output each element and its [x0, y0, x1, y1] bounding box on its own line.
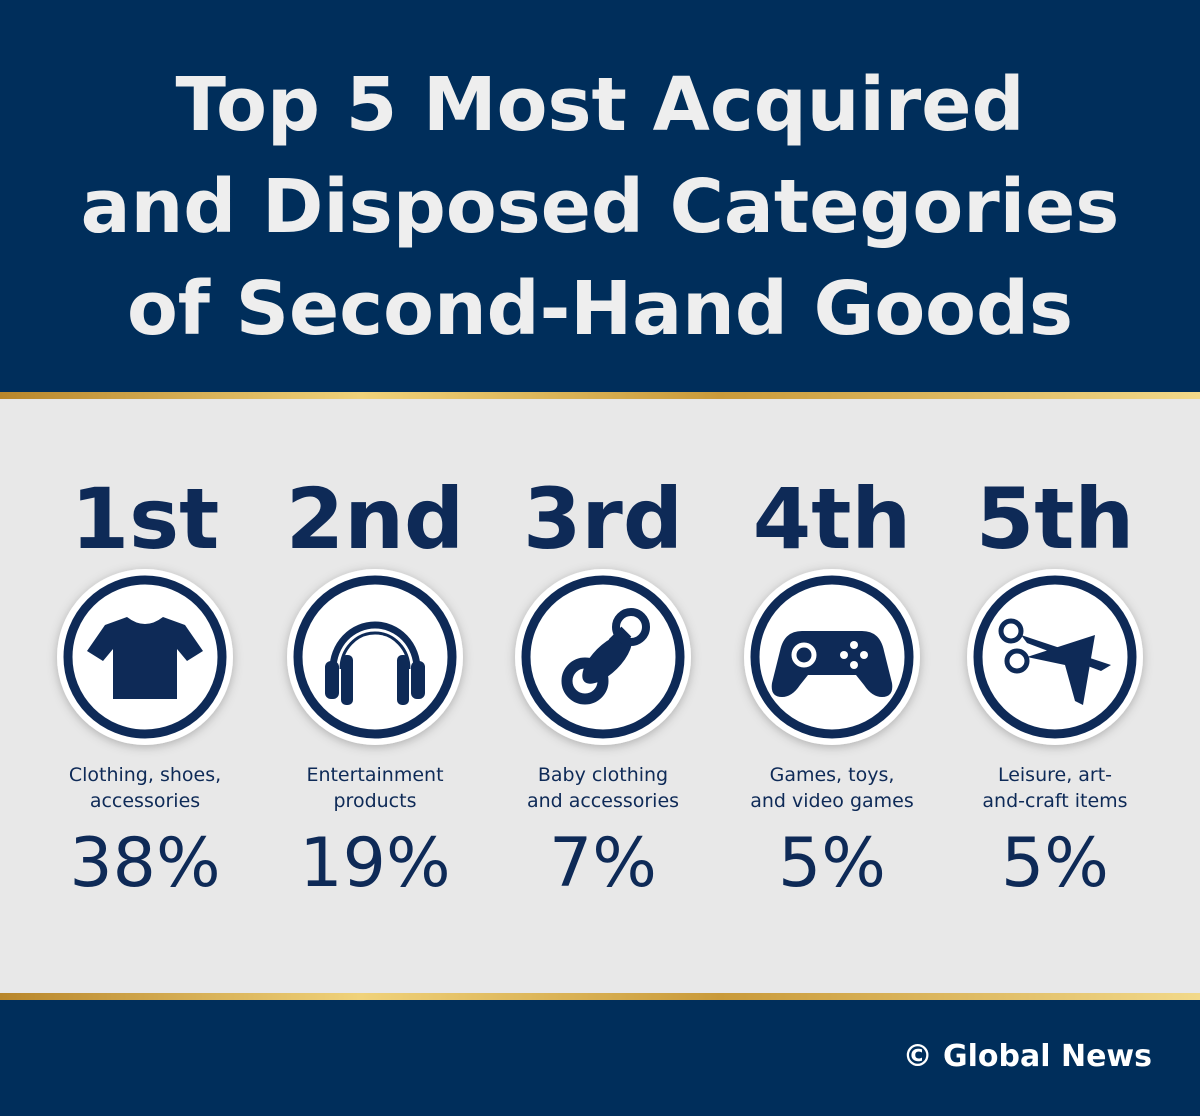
category-label: Games, toys,	[770, 764, 895, 786]
percent: 5%	[778, 824, 886, 903]
title-line: of Second-Hand Goods	[127, 266, 1073, 352]
title-line: and Disposed Categories	[81, 164, 1120, 250]
title-line: Top 5 Most Acquired	[176, 62, 1025, 148]
gold-rule	[0, 392, 1200, 399]
percent: 19%	[299, 824, 450, 903]
item: 4th Games, toys, and video games 5%	[744, 470, 920, 903]
header-band	[0, 0, 1200, 392]
item: 2nd Entertainment products 19%	[286, 470, 464, 903]
item: 1st Clothing, shoes, accessories 38%	[57, 470, 233, 903]
percent: 38%	[69, 824, 220, 903]
footer-band	[0, 1000, 1200, 1116]
category-label: products	[334, 790, 417, 812]
rank: 3rd	[523, 470, 683, 568]
category-label: Clothing, shoes,	[69, 764, 221, 786]
percent: 7%	[549, 824, 657, 903]
rank: 4th	[753, 470, 911, 568]
category-label: Baby clothing	[538, 764, 668, 786]
rank: 1st	[71, 470, 220, 568]
category-label: Entertainment	[306, 764, 443, 786]
percent: 5%	[1001, 824, 1109, 903]
item: 3rd Baby clothing and accessories 7%	[515, 470, 691, 903]
rank: 5th	[976, 470, 1134, 568]
rank: 2nd	[286, 470, 464, 568]
item: 5th Leisure, art-and-craft items 5%	[967, 470, 1143, 903]
gold-rule	[0, 993, 1200, 1000]
category-label: and video games	[750, 790, 914, 812]
items: 1st Clothing, shoes, accessories 38% 2nd Ente…	[57, 470, 1143, 903]
category-label: and-craft items	[982, 790, 1127, 812]
category-label: accessories	[90, 790, 200, 812]
category-label: Leisure, art-	[998, 764, 1112, 786]
title: Top 5 Most Acquired and Disposed Categori…	[81, 62, 1120, 352]
credit: © Global News	[903, 1039, 1152, 1074]
icon-ring	[293, 575, 457, 739]
category-label: and accessories	[527, 790, 679, 812]
